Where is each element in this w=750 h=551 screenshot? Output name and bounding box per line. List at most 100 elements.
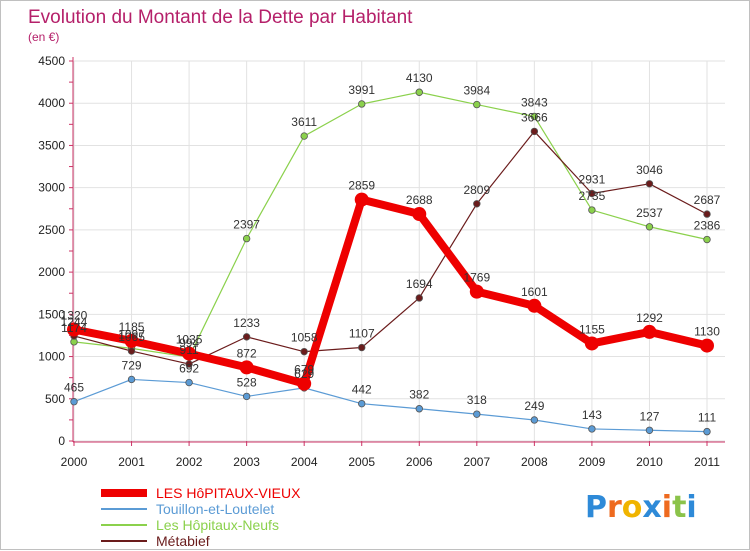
data-label-2: 4130: [406, 71, 433, 85]
data-label-0: 2688: [406, 193, 433, 207]
data-point-1: [185, 378, 193, 387]
series-line-3: [73, 130, 708, 365]
data-point-0: [527, 298, 542, 313]
data-label-2: 2735: [579, 189, 606, 203]
x-tick-label: 2008: [521, 455, 548, 469]
data-point-0: [67, 322, 81, 337]
data-point-3: [242, 333, 251, 341]
data-point-3: [473, 200, 481, 208]
data-label-1: 318: [467, 393, 487, 407]
data-label-0: 679: [294, 363, 314, 377]
data-point-3: [645, 180, 654, 188]
data-labels: 465 729 692 528 629 442 382 318 249 143 127 111 1174…: [61, 71, 721, 424]
x-tick-label: 2007: [463, 455, 490, 469]
data-label-0: 1601: [521, 285, 548, 299]
data-label-2: 2397: [233, 218, 260, 232]
data-label-0: 1035: [176, 333, 203, 347]
legend: LES HôPITAUX-VIEUXTouillon-et-LouteletLe…: [101, 485, 301, 549]
data-point-0: [584, 336, 599, 351]
legend-label-2: Les Hôpitaux-Neufs: [156, 517, 279, 533]
data-label-1: 127: [639, 409, 659, 423]
data-point-1: [127, 375, 136, 384]
data-point-0: [297, 376, 312, 391]
data-point-1: [358, 399, 366, 408]
y-tick-label: 4500: [38, 54, 65, 68]
y-tick-label: 2000: [38, 265, 65, 279]
data-label-3: 1065: [118, 330, 145, 344]
brand-letter: i: [686, 490, 696, 525]
data-label-3: 3046: [636, 163, 663, 177]
data-point-2: [588, 206, 596, 214]
data-point-2: [473, 100, 481, 109]
legend-label-3: Métabief: [156, 533, 210, 549]
data-point-0: [239, 360, 254, 375]
data-point-2: [645, 223, 654, 231]
legend-label-1: Touillon-et-Loutelet: [156, 501, 274, 517]
series-line-1: [73, 378, 708, 433]
x-tick-label: 2002: [176, 455, 203, 469]
data-point-1: [645, 426, 654, 434]
data-label-3: 3666: [521, 110, 548, 124]
data-label-0: 1320: [61, 309, 88, 323]
data-label-1: 528: [237, 375, 257, 389]
data-label-1: 143: [582, 408, 602, 422]
legend-label-0: LES HôPITAUX-VIEUX: [156, 485, 301, 501]
x-tick-label: 2011: [694, 455, 720, 469]
chart-subtitle: (en €): [28, 30, 59, 44]
data-point-0: [469, 284, 484, 299]
data-point-2: [415, 88, 423, 96]
series-line-0: [70, 195, 711, 388]
data-point-1: [473, 410, 481, 418]
y-tick-label: 4000: [38, 96, 65, 110]
data-label-3: 1058: [291, 331, 318, 345]
data-point-3: [530, 127, 539, 136]
data-point-2: [530, 112, 539, 121]
data-point-0: [124, 333, 139, 348]
series-layer: [67, 88, 714, 436]
y-tick-label: 500: [45, 392, 65, 406]
data-point-3: [185, 360, 193, 368]
data-point-3: [703, 210, 711, 218]
data-label-3: 2687: [694, 193, 721, 207]
brand-letter: x: [642, 490, 661, 525]
data-point-3: [127, 347, 136, 355]
data-label-3: 1694: [406, 277, 433, 291]
brand-letter: t: [672, 490, 686, 525]
data-label-1: 442: [352, 383, 372, 397]
axes: 0 500 1000 1500 2000 2500 3000 3500 4000 4500 2000…: [38, 54, 725, 469]
data-label-0: 1130: [694, 325, 720, 339]
data-label-2: 3984: [463, 84, 490, 98]
data-point-1: [530, 416, 539, 424]
brand-letter: P: [585, 490, 607, 525]
data-label-1: 382: [409, 388, 429, 402]
data-label-2: 994: [179, 336, 199, 350]
data-point-3: [300, 347, 308, 356]
data-point-2: [703, 235, 711, 244]
data-label-1: 729: [122, 358, 142, 372]
data-label-0: 1185: [119, 320, 145, 334]
brand-letter: i: [662, 490, 672, 525]
data-label-0: 1769: [463, 271, 490, 285]
data-label-1: 692: [179, 362, 199, 376]
x-tick-label: 2009: [579, 455, 606, 469]
data-point-2: [242, 234, 251, 243]
y-tick-label: 0: [58, 434, 65, 448]
data-point-3: [588, 189, 596, 198]
data-label-0: 2859: [348, 179, 375, 193]
grid: [73, 60, 725, 442]
data-point-0: [412, 207, 427, 222]
data-label-2: 2386: [694, 219, 721, 233]
data-point-3: [415, 294, 423, 302]
data-label-1: 111: [698, 411, 717, 425]
data-point-0: [182, 346, 197, 361]
data-label-2: 3611: [291, 115, 317, 129]
data-point-1: [415, 405, 423, 413]
data-label-0: 1292: [636, 311, 663, 325]
brand-letter: o: [622, 490, 643, 525]
data-label-1: 249: [524, 399, 544, 413]
y-tick-label: 3000: [38, 181, 65, 195]
data-point-1: [70, 398, 78, 406]
data-label-0: 1155: [579, 322, 605, 336]
